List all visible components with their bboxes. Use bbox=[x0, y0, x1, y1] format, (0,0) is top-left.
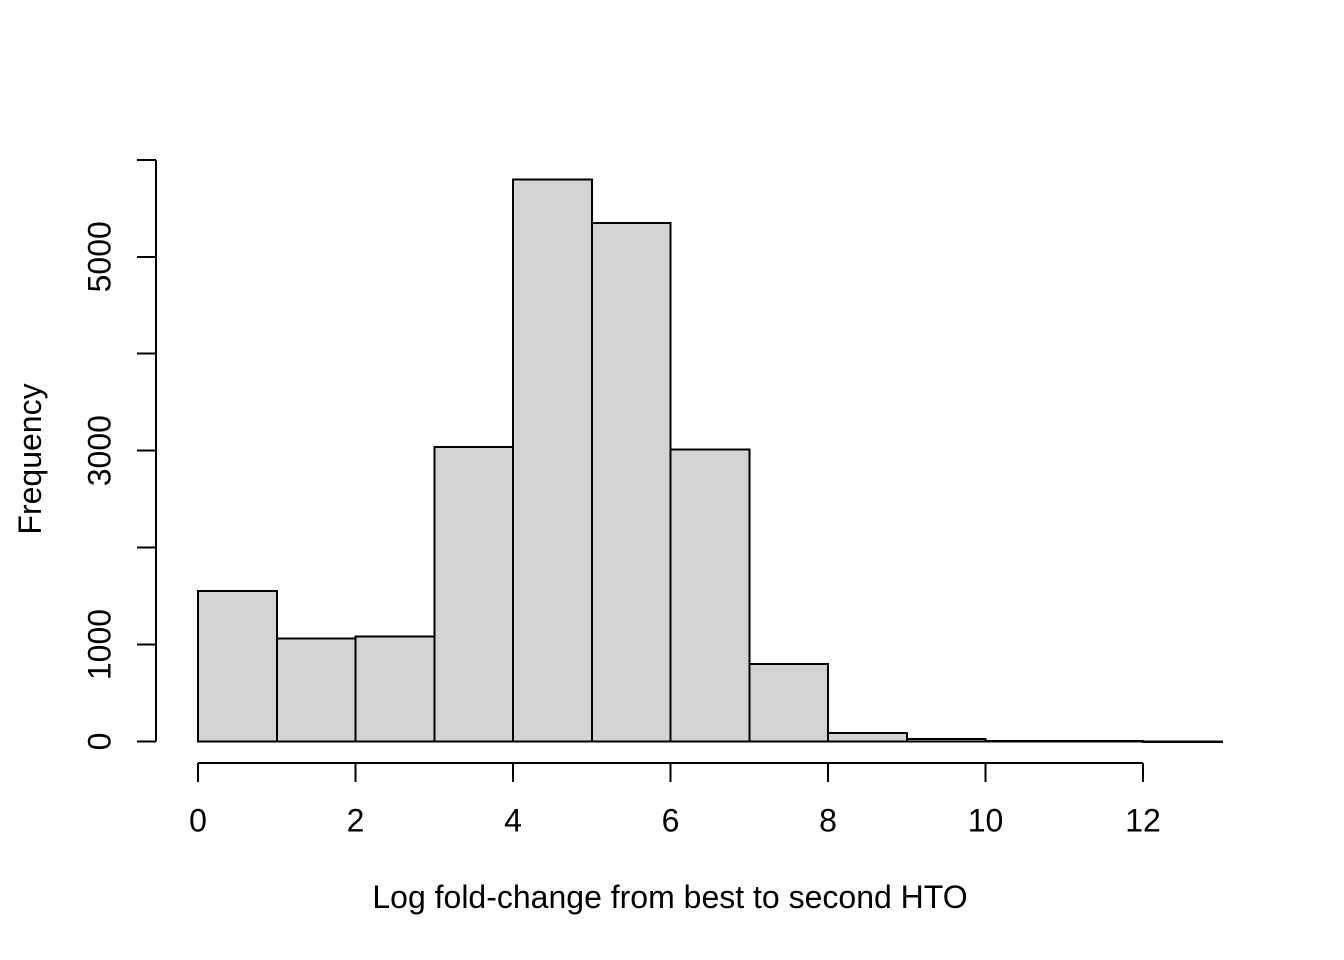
histogram-bar bbox=[197, 590, 278, 743]
y-tick-label: 1000 bbox=[82, 609, 118, 680]
y-tick-label: 5000 bbox=[82, 221, 118, 292]
x-axis bbox=[197, 762, 1144, 782]
histogram-bar bbox=[827, 731, 908, 743]
histogram-bar bbox=[275, 637, 357, 743]
x-tick-label: 4 bbox=[504, 803, 522, 839]
histogram-bar bbox=[984, 740, 1066, 743]
histogram-bar bbox=[669, 448, 751, 743]
histogram-bar bbox=[905, 738, 987, 743]
x-tick-label: 10 bbox=[968, 803, 1004, 839]
x-axis-title: Log fold-change from best to second HTO bbox=[372, 879, 968, 915]
y-tick-label: 0 bbox=[82, 733, 118, 751]
histogram-bar bbox=[748, 662, 829, 743]
histogram-bar bbox=[433, 445, 514, 743]
y-axis-title: Frequency bbox=[12, 383, 48, 535]
x-tick-label: 12 bbox=[1125, 803, 1161, 839]
histogram-bar bbox=[1142, 740, 1223, 743]
histogram-bar bbox=[590, 221, 672, 743]
x-tick-label: 2 bbox=[347, 803, 365, 839]
histogram-bar bbox=[512, 178, 593, 743]
x-tick-label: 0 bbox=[189, 803, 207, 839]
y-tick-label: 3000 bbox=[82, 415, 118, 486]
x-tick-label: 8 bbox=[819, 803, 837, 839]
x-tick-label: 6 bbox=[662, 803, 680, 839]
histogram-bar bbox=[1063, 740, 1144, 743]
histogram-bar bbox=[354, 635, 436, 743]
y-axis bbox=[137, 158, 157, 743]
histogram-bars bbox=[197, 178, 1223, 743]
